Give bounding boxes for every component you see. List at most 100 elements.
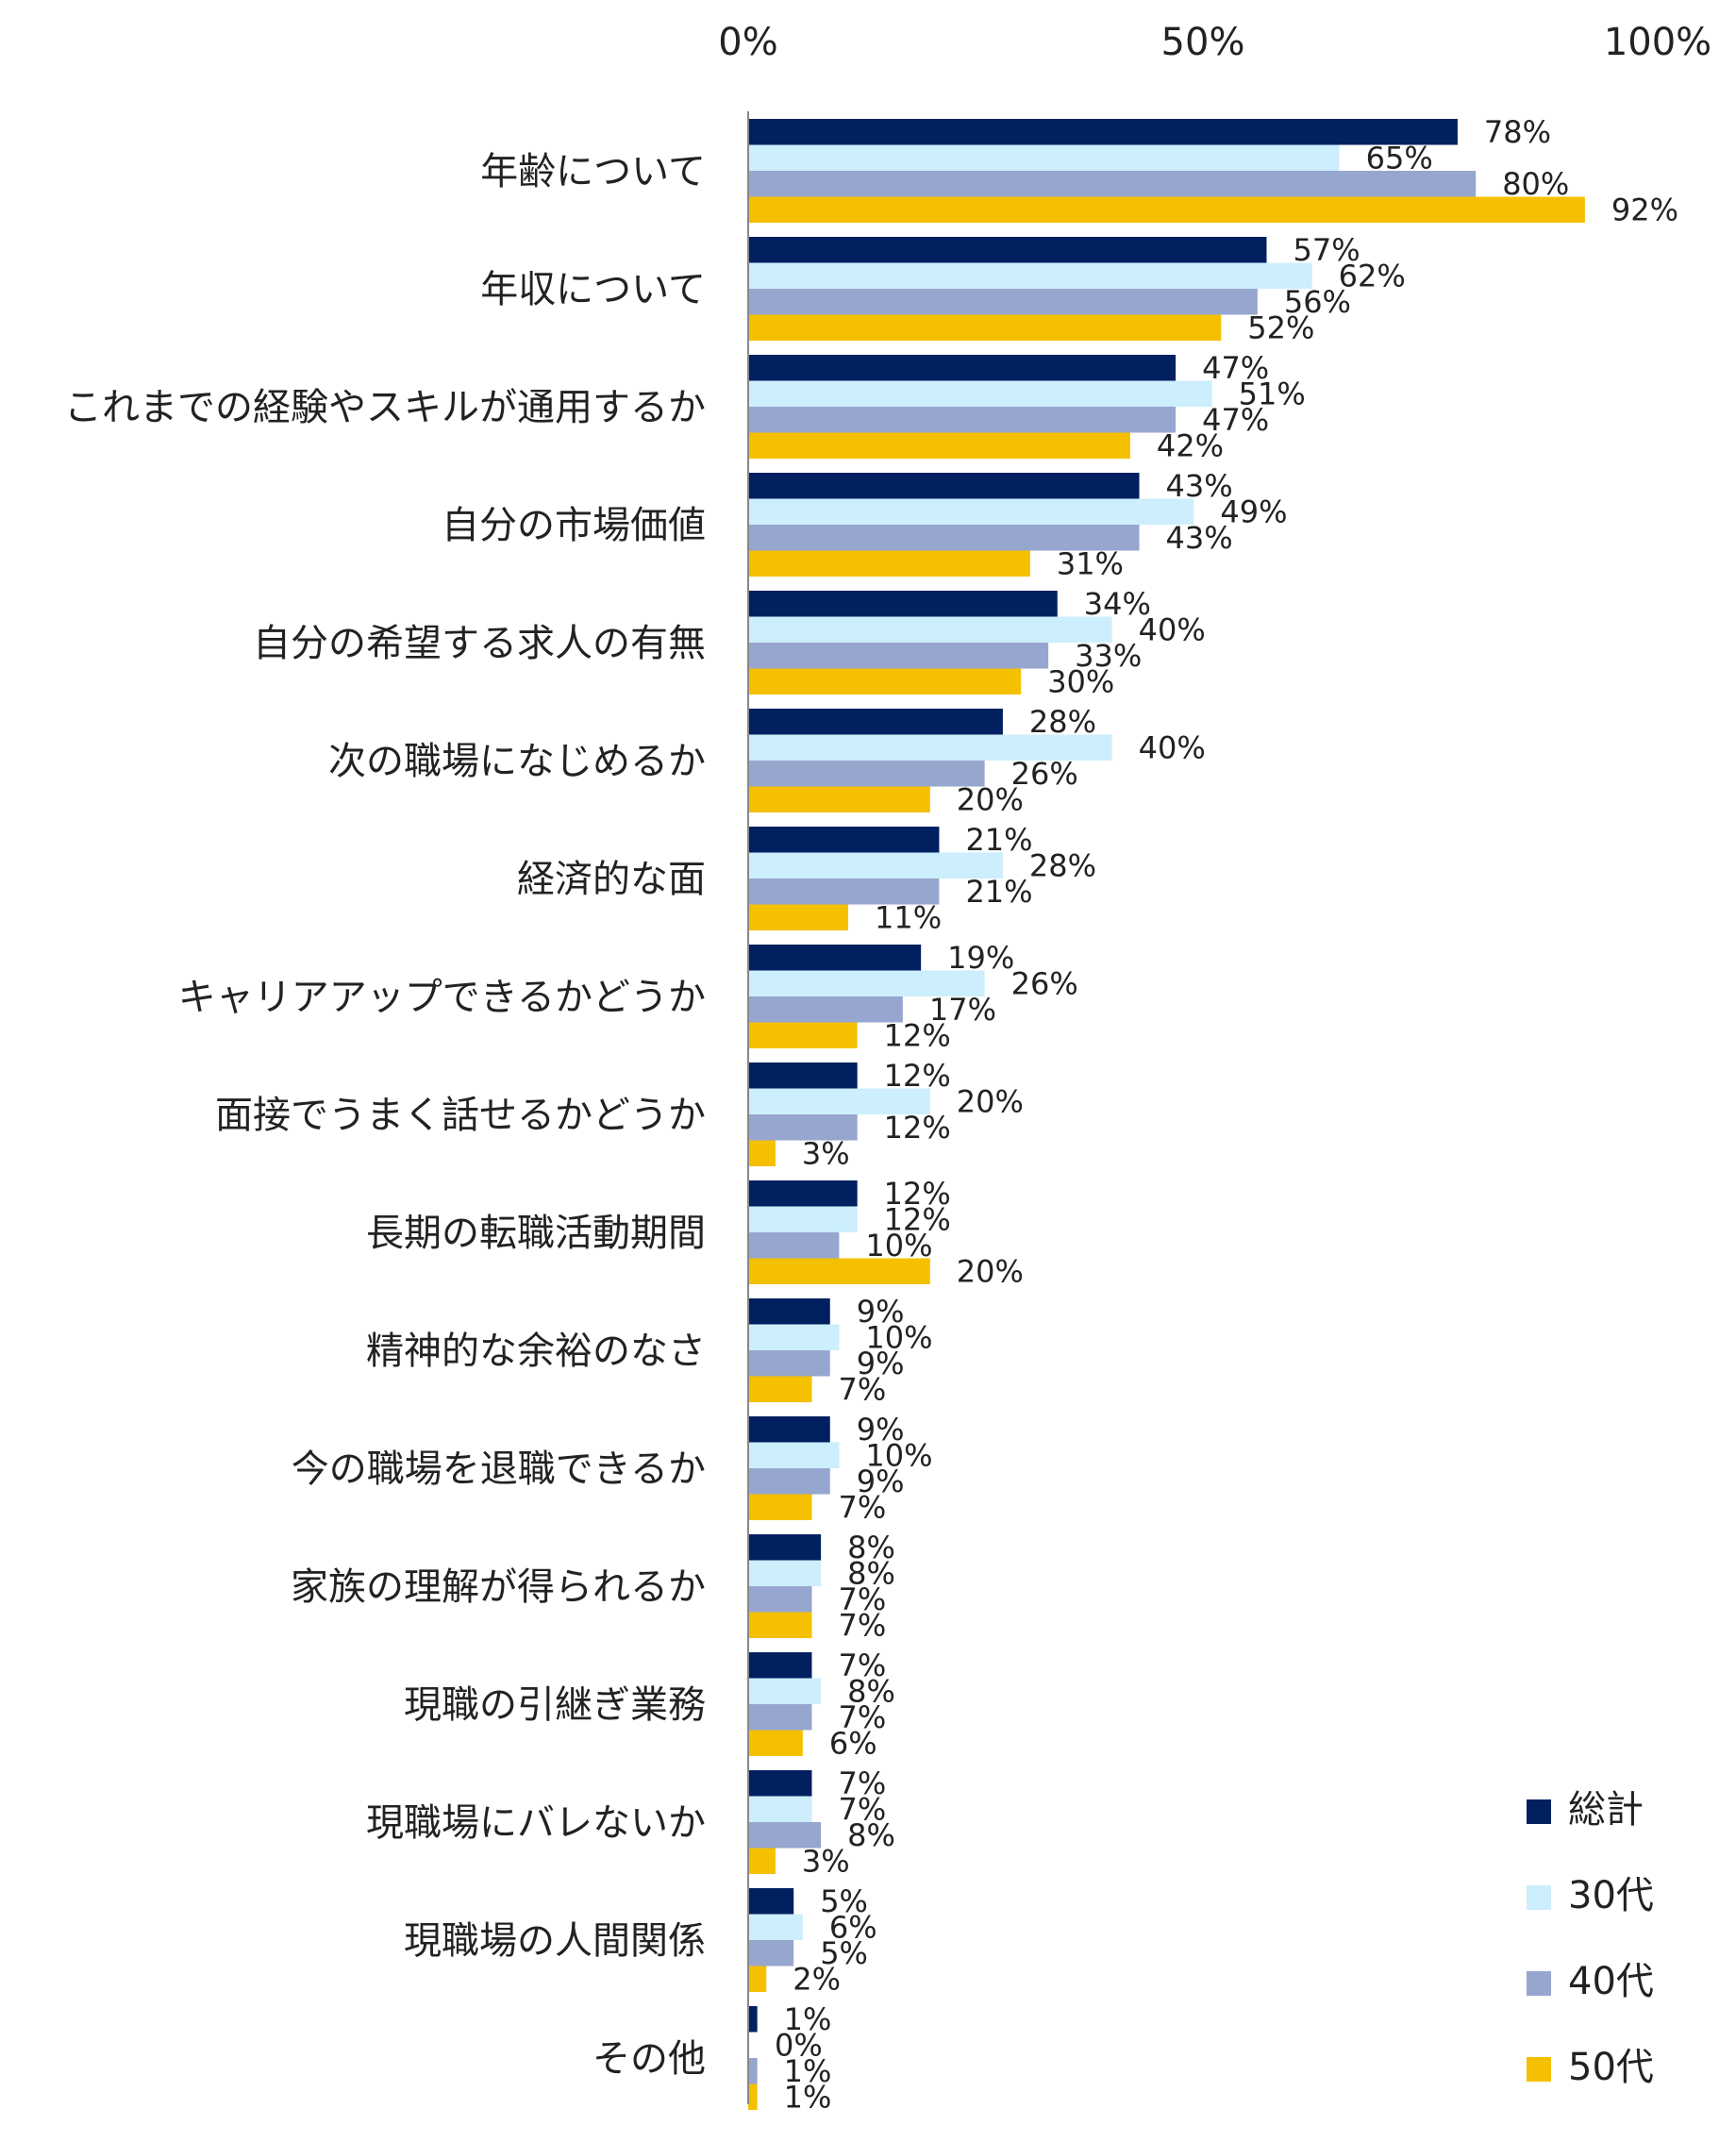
bar — [748, 1560, 822, 1586]
bar — [748, 1678, 822, 1704]
data-label: 10% — [865, 1228, 932, 1263]
data-label: 5% — [820, 1883, 868, 1919]
data-label: 1% — [784, 2079, 832, 2115]
bar — [748, 2006, 758, 2033]
data-label: 7% — [838, 1581, 886, 1617]
bar — [748, 196, 1585, 223]
data-label: 43% — [1166, 468, 1233, 504]
category-label: 面接でうまく話せるかどうか — [215, 1094, 706, 1137]
bar — [748, 591, 1058, 617]
bar — [748, 1612, 812, 1638]
bar — [748, 380, 1212, 407]
data-label: 1% — [784, 2001, 832, 2037]
bar — [748, 945, 922, 971]
data-labels: 78%65%80%92%57%62%56%52%47%51%47%42%43%4… — [775, 114, 1678, 2116]
data-label: 56% — [1284, 284, 1351, 320]
bar — [748, 852, 1003, 879]
data-label: 51% — [1239, 376, 1306, 411]
bar — [748, 1350, 830, 1377]
bar — [748, 262, 1312, 289]
bar — [748, 734, 1112, 761]
bar — [748, 237, 1267, 263]
data-label: 6% — [829, 1725, 877, 1761]
bar — [748, 171, 1477, 197]
bar — [748, 2058, 758, 2084]
data-label: 20% — [957, 1253, 1024, 1289]
bar — [748, 314, 1222, 341]
bar — [748, 1848, 776, 1874]
data-label: 2% — [793, 1961, 841, 1997]
data-label: 19% — [947, 940, 1014, 976]
legend-label: 総計 — [1568, 1788, 1644, 1832]
data-label: 5% — [820, 1935, 868, 1971]
category-label: 年収について — [480, 268, 706, 311]
data-label: 7% — [838, 1765, 886, 1801]
data-label: 52% — [1247, 310, 1314, 345]
data-label: 10% — [865, 1437, 932, 1473]
bar — [748, 904, 849, 930]
data-label: 57% — [1293, 232, 1360, 268]
bar — [748, 1704, 812, 1731]
data-label: 11% — [875, 899, 942, 935]
data-label: 20% — [957, 1083, 1024, 1119]
category-label: その他 — [593, 2037, 706, 2081]
bar — [748, 1586, 812, 1613]
legend-label: 30代 — [1568, 1874, 1654, 1917]
data-label: 42% — [1157, 427, 1224, 463]
data-label: 40% — [1139, 611, 1206, 647]
legend: 総計 30代 40代 50代 — [1527, 1788, 1654, 2089]
bar — [748, 525, 1140, 551]
data-label: 9% — [857, 1346, 905, 1381]
legend-label: 50代 — [1568, 2046, 1654, 2089]
bar — [748, 407, 1177, 433]
bar — [748, 1022, 858, 1048]
data-label: 0% — [775, 2027, 823, 2063]
data-label: 7% — [838, 1699, 886, 1735]
data-label: 8% — [847, 1673, 895, 1709]
x-tick-label: 50% — [1161, 21, 1245, 64]
bar — [748, 1770, 812, 1797]
bar — [748, 1063, 858, 1089]
bar — [748, 970, 985, 996]
data-label: 26% — [1011, 965, 1078, 1001]
bar — [748, 616, 1112, 643]
bar — [748, 1940, 794, 1966]
data-label: 12% — [884, 1201, 951, 1237]
category-label: 現職の引継ぎ業務 — [404, 1683, 706, 1727]
category-label: 経済的な面 — [517, 858, 706, 901]
legend-label: 40代 — [1568, 1960, 1654, 2003]
bar — [748, 1534, 822, 1561]
data-label: 7% — [838, 1371, 886, 1407]
data-label: 12% — [884, 1017, 951, 1053]
bar — [748, 1888, 794, 1915]
data-label: 7% — [838, 1607, 886, 1643]
category-label: 現職場の人間関係 — [404, 1919, 706, 1963]
bar — [748, 643, 1049, 669]
bar — [748, 1652, 812, 1679]
data-label: 10% — [865, 1319, 932, 1355]
bar — [748, 1324, 840, 1350]
bar — [748, 1206, 858, 1232]
data-label: 21% — [965, 874, 1032, 910]
x-tick-label: 100% — [1604, 21, 1711, 64]
bar — [748, 1376, 812, 1402]
data-label: 20% — [957, 781, 1024, 817]
data-label: 92% — [1611, 192, 1678, 227]
legend-swatch — [1527, 1799, 1551, 1824]
bar — [748, 473, 1140, 499]
data-label: 80% — [1502, 166, 1569, 202]
data-label: 9% — [857, 1464, 905, 1499]
data-label: 78% — [1484, 114, 1551, 150]
data-label: 47% — [1202, 402, 1269, 438]
data-label: 9% — [857, 1412, 905, 1448]
bar — [748, 879, 940, 905]
bar — [748, 668, 1022, 694]
bar — [748, 1494, 812, 1520]
data-label: 8% — [847, 1530, 895, 1565]
data-label: 12% — [884, 1058, 951, 1094]
data-label: 31% — [1057, 545, 1124, 581]
data-label: 26% — [1011, 756, 1078, 792]
bar — [748, 1730, 803, 1756]
category-label: 長期の転職活動期間 — [366, 1212, 706, 1255]
